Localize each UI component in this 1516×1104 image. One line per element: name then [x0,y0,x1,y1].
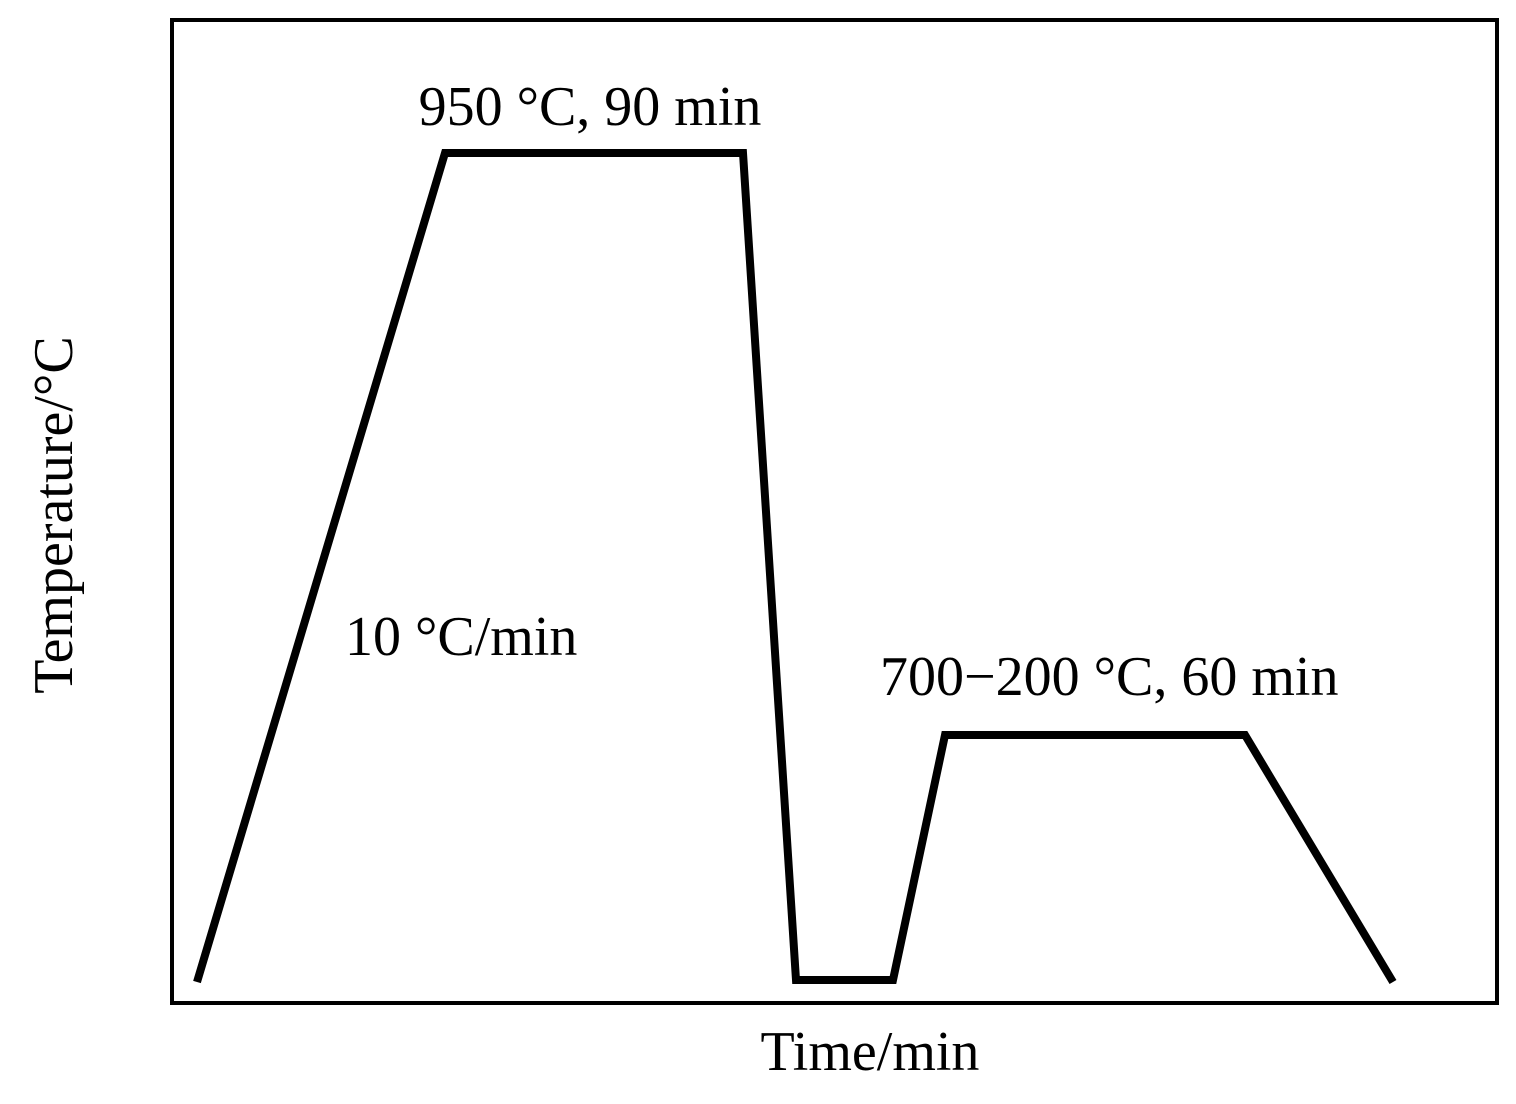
y-axis-label: Temperature/°C [23,336,85,693]
annotation-hold-high: 950 °C, 90 min [419,76,762,138]
annotation-heating-rate: 10 °C/min [345,606,577,668]
frame [170,18,1499,1005]
x-axis-label: Time/min [761,1021,980,1083]
annotation-hold-low: 700−200 °C, 60 min [880,646,1338,708]
temperature-profile [193,149,1397,985]
